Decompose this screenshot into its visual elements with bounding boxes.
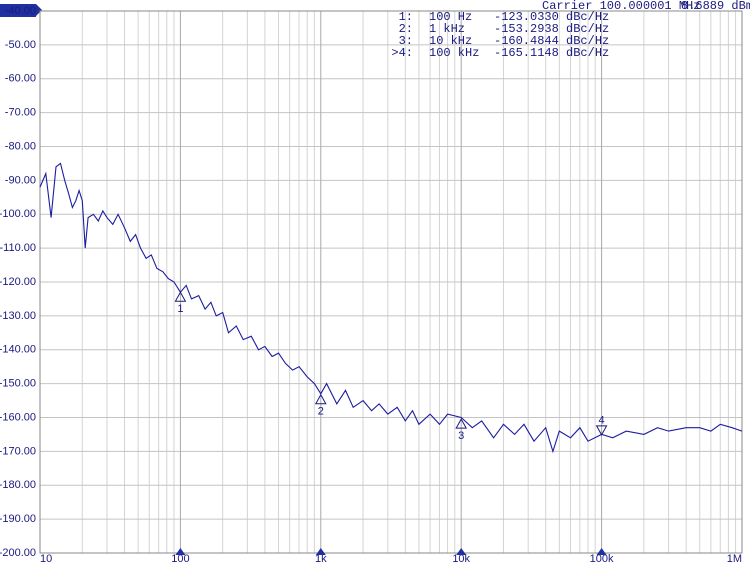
- marker-value: -160.4844 dBc/Hz: [494, 34, 609, 48]
- x-tick-label: 100k: [590, 553, 614, 564]
- marker-value: -153.2938 dBc/Hz: [494, 22, 609, 36]
- marker-value: -123.0330 dBc/Hz: [494, 10, 609, 24]
- marker-freq: 1 kHz: [429, 22, 465, 36]
- marker-value: -165.1148 dBc/Hz: [494, 46, 609, 60]
- y-tick-label: -80.00: [5, 140, 36, 152]
- axis-marker-arrow: [175, 548, 186, 555]
- marker-freq: 10 kHz: [429, 34, 472, 48]
- marker-number: 3: [458, 430, 464, 442]
- y-tick-label: -140.00: [0, 344, 36, 356]
- marker-freq: 100 Hz: [429, 10, 472, 24]
- y-tick-label: -200.00: [0, 547, 36, 559]
- marker: [595, 425, 608, 436]
- y-tick-label: -160.00: [0, 411, 36, 423]
- y-tick-label: -170.00: [0, 445, 36, 457]
- marker-number: 2: [318, 406, 324, 418]
- axis-marker-arrow: [456, 548, 467, 555]
- y-tick-label: -180.00: [0, 479, 36, 491]
- carrier-label: Carrier 100.000001 MHz: [542, 0, 700, 13]
- y-tick-label: -60.00: [5, 73, 36, 85]
- x-tick-label: 10k: [452, 553, 470, 564]
- y-tick-label: -110.00: [0, 242, 36, 254]
- x-tick-label: 100: [171, 553, 189, 564]
- axis-marker-arrow: [315, 548, 326, 555]
- y-tick-label: -70.00: [5, 107, 36, 119]
- y-tick-label: -50.00: [5, 39, 36, 51]
- active-ref-highlight: [0, 4, 36, 17]
- ref-arrow: [36, 4, 42, 16]
- carrier-power: 8.6889 dBm: [681, 0, 750, 13]
- marker-name: 1:: [399, 10, 413, 24]
- marker-name: >4:: [391, 46, 413, 60]
- axis-marker-arrow: [596, 548, 607, 555]
- marker-number: 4: [599, 415, 605, 427]
- marker: [455, 418, 468, 429]
- marker: [314, 393, 327, 405]
- y-tick-label: -90.00: [5, 174, 36, 186]
- y-tick-label: -100.00: [0, 208, 36, 220]
- marker: [174, 291, 187, 302]
- y-tick-label: -40.00: [5, 5, 36, 17]
- plot-frame: [39, 10, 743, 554]
- y-tick-label: -150.00: [0, 378, 36, 390]
- marker-number: 1: [177, 303, 183, 315]
- x-tick-label: 1k: [315, 553, 327, 564]
- marker-name: 3:: [399, 34, 413, 48]
- y-tick-label: -190.00: [0, 513, 36, 525]
- trace: [39, 162, 743, 454]
- y-tick-label: -130.00: [0, 310, 36, 322]
- x-tick-label: 10: [40, 553, 52, 564]
- y-tick-label: -120.00: [0, 276, 36, 288]
- marker-freq: 100 kHz: [429, 46, 479, 60]
- x-tick-label: 1M: [727, 553, 742, 564]
- marker-name: 2:: [399, 22, 413, 36]
